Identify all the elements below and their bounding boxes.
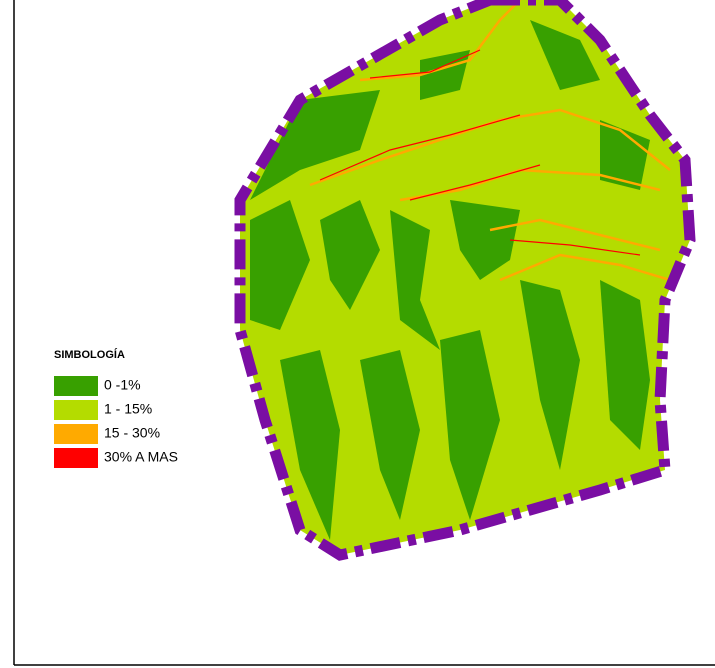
- zone: [360, 350, 420, 520]
- legend-label: 0 -1%: [104, 377, 141, 393]
- steep-lines: [309, 0, 671, 282]
- zone: [280, 350, 340, 540]
- legend-swatch: [54, 448, 98, 468]
- map: [234, 0, 696, 561]
- zone: [440, 330, 500, 520]
- legend-label: 15 - 30%: [104, 425, 160, 441]
- steep-line: [309, 108, 671, 187]
- legend-label: 1 - 15%: [104, 401, 152, 417]
- zone: [250, 90, 380, 200]
- steep-line: [359, 0, 521, 82]
- zone: [320, 200, 380, 310]
- zone: [250, 200, 310, 330]
- steep-line: [409, 164, 541, 201]
- steep-line: [509, 239, 641, 256]
- boundary: [234, 0, 696, 561]
- steep-line: [489, 218, 661, 252]
- legend-swatch: [54, 424, 98, 444]
- steep-line: [499, 253, 671, 282]
- legend: SIMBOLOGÍA 0 -1% 1 - 15% 15 - 30% 30% A MAS: [54, 348, 178, 468]
- zone: [530, 20, 600, 90]
- zone: [520, 280, 580, 470]
- legend-swatch: [54, 400, 98, 420]
- zone: [390, 210, 440, 350]
- zone: [600, 120, 650, 190]
- zone: [450, 200, 520, 280]
- steep-line: [369, 49, 481, 79]
- slope-zones: [250, 20, 650, 540]
- legend-title: SIMBOLOGÍA: [54, 348, 125, 361]
- legend-swatch: [54, 376, 98, 396]
- zone: [600, 280, 650, 450]
- steep-line: [399, 168, 661, 202]
- legend-label: 30% A MAS: [104, 449, 178, 465]
- steep-line: [319, 114, 521, 181]
